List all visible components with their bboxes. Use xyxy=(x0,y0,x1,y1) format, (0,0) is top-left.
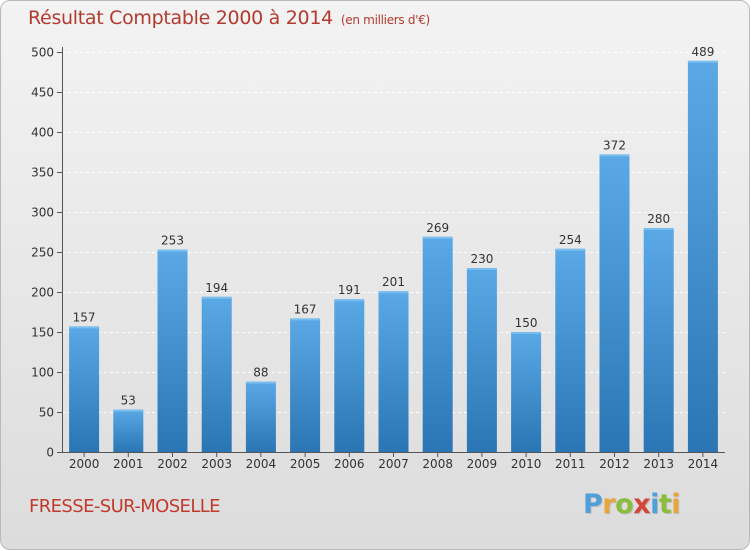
logo-letter: i xyxy=(671,489,681,520)
bar-highlight xyxy=(555,248,586,251)
bar-highlight xyxy=(687,60,718,63)
data-label-2007: 201 xyxy=(382,275,405,289)
bar-2005 xyxy=(290,318,321,452)
x-tick-label-2002: 2002 xyxy=(157,457,188,471)
data-label-2006: 191 xyxy=(338,283,361,297)
bar-highlight xyxy=(290,318,321,321)
bars xyxy=(69,60,718,453)
y-tick-label: 450 xyxy=(31,86,54,100)
data-label-2014: 489 xyxy=(691,45,714,59)
logo-letter: r xyxy=(602,489,616,520)
chart-title: Résultat Comptable 2000 à 2014 (en millie… xyxy=(28,7,430,29)
x-tick-label-2001: 2001 xyxy=(113,457,144,471)
data-label-2008: 269 xyxy=(426,221,449,235)
bar-2012 xyxy=(599,154,630,452)
y-tick-label: 0 xyxy=(46,446,54,460)
y-tick-label: 50 xyxy=(39,406,54,420)
bar-highlight xyxy=(201,296,232,299)
y-tick-label: 300 xyxy=(31,206,54,220)
data-label-2005: 167 xyxy=(294,302,317,316)
logo-letter: t xyxy=(658,489,672,520)
y-tick-label: 250 xyxy=(31,246,54,260)
x-tick-label-2000: 2000 xyxy=(69,457,100,471)
bar-highlight xyxy=(334,299,365,302)
data-label-2011: 254 xyxy=(559,233,582,247)
bar-highlight xyxy=(378,291,409,294)
bar-highlight xyxy=(643,228,674,230)
bar-highlight xyxy=(511,332,542,334)
logo-letter: P xyxy=(583,489,603,520)
data-label-2013: 280 xyxy=(647,212,670,226)
x-tick-label-2008: 2008 xyxy=(422,457,453,471)
data-label-2003: 194 xyxy=(205,281,228,295)
data-label-2000: 157 xyxy=(73,310,96,324)
bar-2002 xyxy=(157,249,188,452)
commune-name: FRESSE-SUR-MOSELLE xyxy=(29,496,221,517)
logo-letter: i xyxy=(650,489,659,520)
logo-letter: x xyxy=(633,489,651,520)
x-tick-label-2010: 2010 xyxy=(511,457,542,471)
y-tick-label: 100 xyxy=(31,366,54,380)
bar-2007 xyxy=(378,291,409,452)
bar-2014 xyxy=(687,60,718,453)
y-tick-label: 400 xyxy=(31,126,54,140)
y-tick-label: 500 xyxy=(31,46,54,60)
bar-2001 xyxy=(113,409,144,452)
bar-2013 xyxy=(643,228,674,452)
bar-2010 xyxy=(511,332,542,452)
bar-2000 xyxy=(69,326,100,452)
data-label-2012: 372 xyxy=(603,138,626,152)
data-label-2009: 230 xyxy=(470,252,493,266)
axes: 0 50 100 150 200 250 300 350 400 450 500 2000 2001 20… xyxy=(31,46,725,471)
data-label-2002: 253 xyxy=(161,234,184,248)
x-tick-label-2012: 2012 xyxy=(599,457,630,471)
logo-letter: o xyxy=(615,489,634,520)
x-tick-label-2004: 2004 xyxy=(246,457,277,471)
x-tick-label-2003: 2003 xyxy=(201,457,232,471)
bar-2009 xyxy=(466,268,497,452)
chart-unit: (en milliers d'€) xyxy=(340,13,430,27)
x-tick-label-2006: 2006 xyxy=(334,457,365,471)
chart-title-text: Résultat Comptable 2000 à 2014 xyxy=(28,7,333,29)
bar-highlight xyxy=(422,236,453,239)
bar-2004 xyxy=(245,381,276,452)
y-tick-label: 150 xyxy=(31,326,54,340)
bar-2008 xyxy=(422,236,453,452)
x-tick-label-2011: 2011 xyxy=(555,457,586,471)
bar-highlight xyxy=(157,249,188,252)
x-tick-label-2009: 2009 xyxy=(467,457,498,471)
x-tick-label-2007: 2007 xyxy=(378,457,409,471)
data-label-2004: 88 xyxy=(253,366,268,380)
x-tick-label-2005: 2005 xyxy=(290,457,321,471)
bar-highlight xyxy=(599,154,630,157)
bar-2006 xyxy=(334,299,365,452)
data-labels: 157 53 253 194 88 167 191 201 269 230 150 254 372 280… xyxy=(73,45,715,408)
data-label-2001: 53 xyxy=(121,394,136,408)
bar-2011 xyxy=(555,248,586,452)
y-tick-label: 350 xyxy=(31,166,54,180)
y-tick-label: 200 xyxy=(31,286,54,300)
proxiti-logo: Proxiti xyxy=(583,489,681,520)
bar-highlight xyxy=(245,381,276,384)
bar-2003 xyxy=(201,296,232,452)
bar-highlight xyxy=(113,409,144,412)
bar-highlight xyxy=(69,326,100,329)
data-label-2010: 150 xyxy=(515,316,538,330)
x-tick-label-2014: 2014 xyxy=(688,457,719,471)
x-tick-label-2013: 2013 xyxy=(643,457,674,471)
bar-highlight xyxy=(466,268,497,270)
